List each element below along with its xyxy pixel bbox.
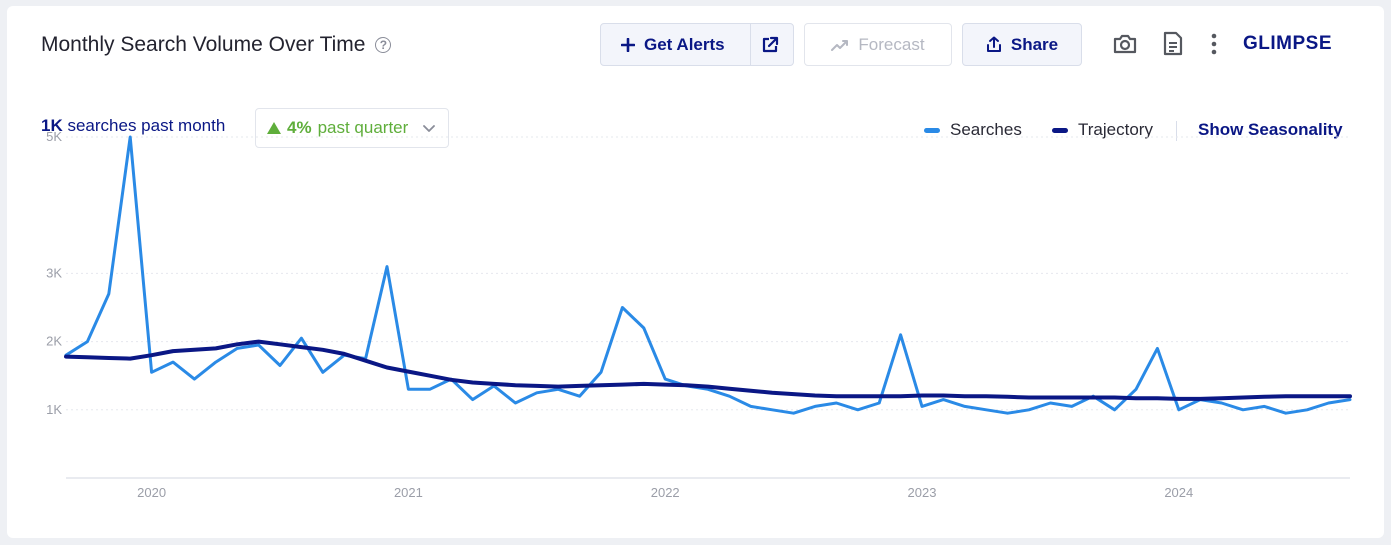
x-tick-label: 2023 bbox=[908, 485, 937, 500]
quarter-value: 4% bbox=[287, 118, 312, 137]
forecast-label: Forecast bbox=[858, 34, 925, 54]
share-upload-icon bbox=[986, 36, 1001, 52]
trajectory-line[interactable] bbox=[64, 339, 1352, 401]
quarter-change-dropdown[interactable]: 4% past quarter bbox=[255, 108, 449, 148]
get-alerts-label: Get Alerts bbox=[644, 34, 725, 54]
legend-searches[interactable]: Searches bbox=[924, 120, 1022, 140]
trend-icon bbox=[831, 39, 849, 51]
forecast-button[interactable]: Forecast bbox=[804, 23, 952, 66]
summary-value: 1K bbox=[41, 116, 63, 135]
legend-searches-label: Searches bbox=[950, 120, 1022, 139]
logo-text: GLIMPSE bbox=[1243, 33, 1333, 54]
legend-trajectory[interactable]: Trajectory bbox=[1052, 120, 1153, 140]
triangle-up-icon bbox=[267, 122, 281, 134]
more-vertical-icon[interactable] bbox=[1210, 32, 1218, 56]
button-divider bbox=[750, 24, 751, 65]
summary-text: searches past month bbox=[67, 116, 226, 135]
plus-icon bbox=[621, 37, 635, 52]
document-icon[interactable] bbox=[1162, 31, 1184, 56]
x-tick-label: 2022 bbox=[651, 485, 680, 500]
searches-line[interactable] bbox=[64, 135, 1352, 415]
y-tick-label: 3K bbox=[46, 265, 62, 280]
y-tick-label: 5K bbox=[46, 129, 62, 144]
monthly-summary: 1K searches past month bbox=[41, 116, 225, 136]
legend-divider bbox=[1176, 121, 1177, 141]
legend-trajectory-label: Trajectory bbox=[1078, 120, 1153, 139]
get-alerts-button[interactable]: Get Alerts bbox=[600, 23, 794, 66]
searches-swatch bbox=[924, 127, 940, 133]
share-button[interactable]: Share bbox=[962, 23, 1082, 66]
chevron-down-icon bbox=[423, 125, 435, 132]
camera-icon[interactable] bbox=[1112, 33, 1138, 55]
chart-title: Monthly Search Volume Over Time bbox=[41, 33, 366, 56]
glimpse-logo[interactable]: GLIMPSE bbox=[1243, 33, 1332, 55]
external-link-icon[interactable] bbox=[761, 36, 779, 54]
y-tick-label: 1K bbox=[46, 402, 62, 417]
chart-card bbox=[7, 6, 1384, 538]
x-tick-label: 2024 bbox=[1164, 485, 1193, 500]
chart-title-row: Monthly Search Volume Over Time ? bbox=[41, 33, 392, 57]
share-label: Share bbox=[1010, 34, 1059, 54]
trajectory-swatch bbox=[1052, 127, 1068, 133]
x-tick-label: 2021 bbox=[394, 485, 423, 500]
y-tick-label: 2K bbox=[46, 334, 62, 349]
show-seasonality-link[interactable]: Show Seasonality bbox=[1198, 120, 1343, 139]
x-tick-label: 2020 bbox=[137, 485, 166, 500]
question-circle-icon[interactable]: ? bbox=[375, 37, 392, 53]
quarter-text: past quarter bbox=[317, 118, 409, 137]
